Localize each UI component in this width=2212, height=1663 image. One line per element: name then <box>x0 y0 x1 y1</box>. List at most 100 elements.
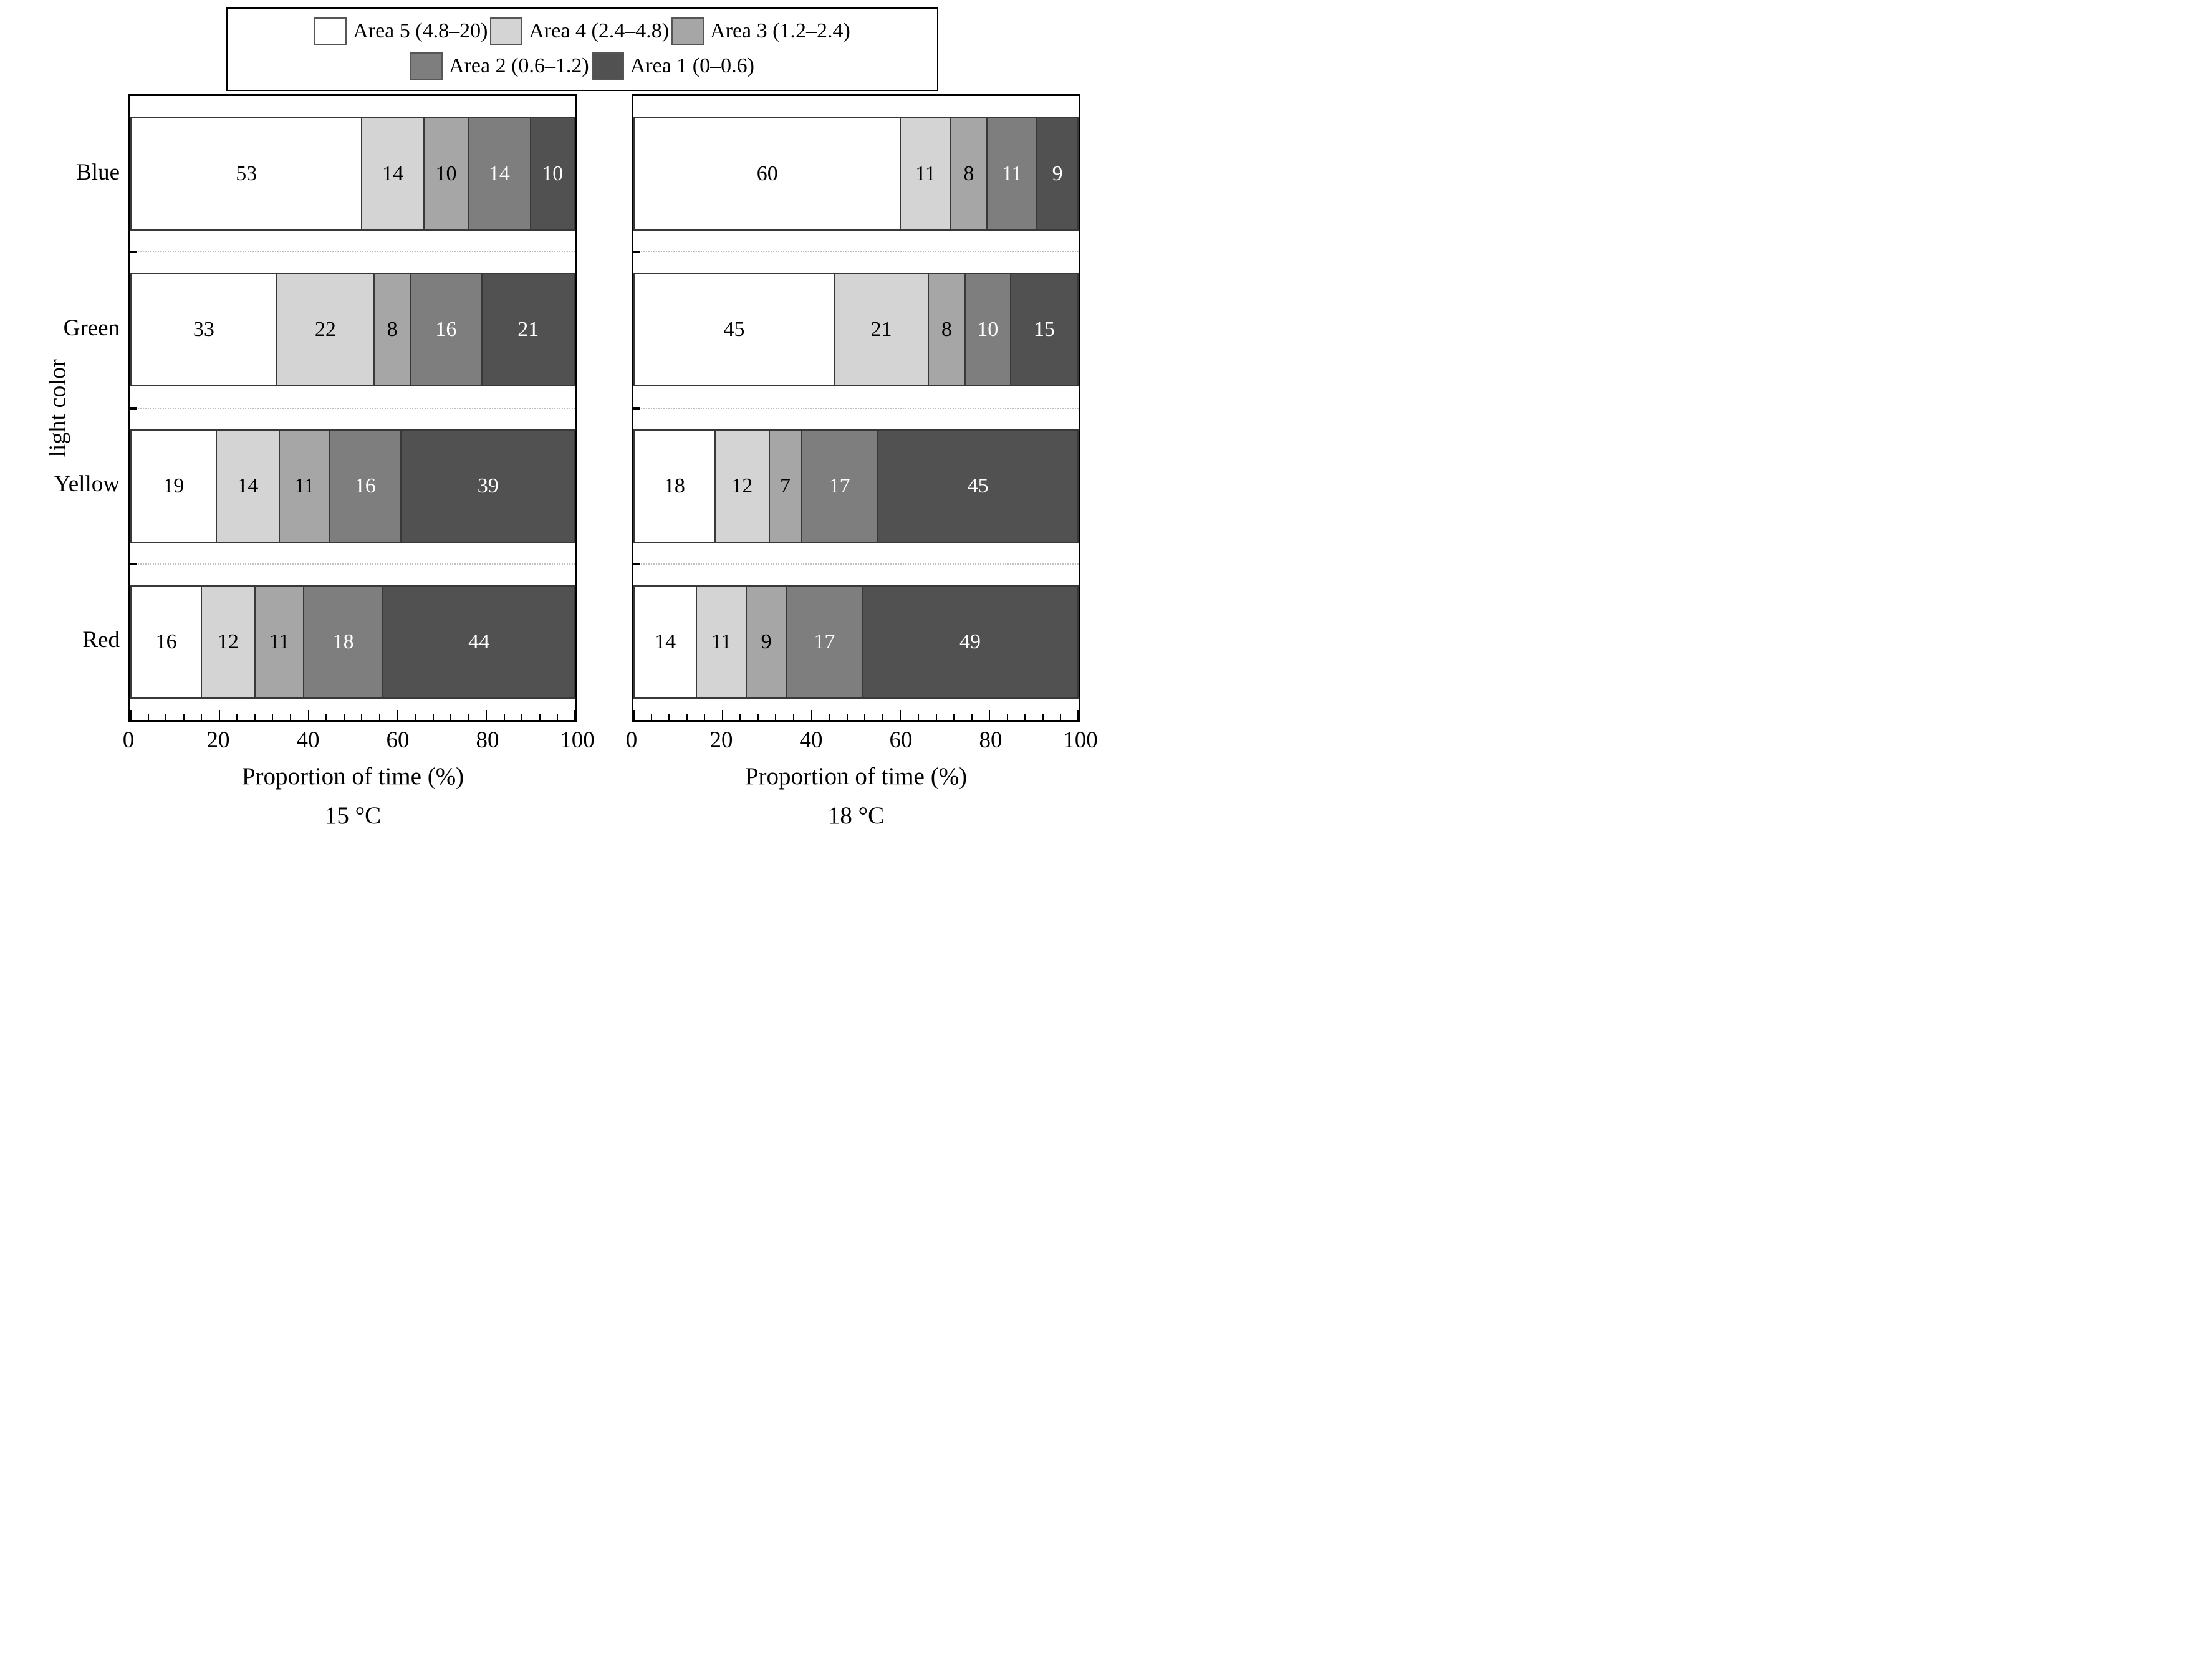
x-minor-tick <box>1006 714 1008 720</box>
x-tick-label: 80 <box>979 727 1003 753</box>
bar-segment: 18 <box>303 585 384 699</box>
bar-segment: 10 <box>529 117 575 231</box>
legend-label: Area 1 (0–0.6) <box>630 54 754 77</box>
x-major-tick <box>989 710 991 720</box>
plot-frame: 53 14 10 14 10 33 22 8 16 21 19 14 11 16 39 16 12 11 18 44 <box>128 94 577 722</box>
bar-segment: 53 <box>130 117 363 231</box>
bar-segment: 8 <box>950 117 988 231</box>
bar-segment: 11 <box>254 585 305 699</box>
legend-label: Area 2 (0.6–1.2) <box>449 54 589 77</box>
chart-panel-18c: 60 11 8 11 9 45 21 8 10 15 18 12 7 17 45 14 11 9 17 49 0 20 4… <box>626 94 1098 829</box>
x-axis-title: Proportion of time (%) <box>744 763 968 790</box>
x-minor-tick <box>521 714 523 720</box>
x-minor-tick <box>739 714 741 720</box>
bar-segment: 12 <box>714 429 770 543</box>
legend-label: Area 4 (2.4–4.8) <box>529 19 670 42</box>
x-minor-tick <box>272 714 274 720</box>
bar-segment: 44 <box>382 585 575 699</box>
x-tick-label: 80 <box>476 727 499 753</box>
y-minor-tick <box>633 562 640 565</box>
x-minor-tick <box>468 714 469 720</box>
bar-segment: 8 <box>373 273 411 387</box>
x-minor-tick <box>1060 714 1062 720</box>
bar-row-yellow: 19 14 11 16 39 <box>130 429 575 543</box>
bar-segment: 11 <box>696 585 747 699</box>
bar-segment: 11 <box>986 117 1038 231</box>
x-minor-tick <box>290 714 292 720</box>
legend-swatch-icon <box>671 17 704 45</box>
bar-segment: 10 <box>964 273 1011 387</box>
x-minor-tick <box>378 714 380 720</box>
legend-row: Area 2 (0.6–1.2) Area 1 (0–0.6) <box>228 49 937 84</box>
plot-frame: 60 11 8 11 9 45 21 8 10 15 18 12 7 17 45 14 11 9 17 49 <box>632 94 1080 722</box>
bar-segment: 33 <box>130 273 277 387</box>
bar-row-red: 16 12 11 18 44 <box>130 585 575 699</box>
bar-segment: 9 <box>745 585 787 699</box>
x-minor-tick <box>668 714 670 720</box>
x-minor-tick <box>935 714 937 720</box>
bar-segment: 21 <box>834 273 929 387</box>
bar-segment: 11 <box>900 117 951 231</box>
bar-segment: 39 <box>400 429 575 543</box>
bar-segment: 14 <box>215 429 280 543</box>
row-separator <box>130 407 575 409</box>
x-tick-label: 40 <box>799 727 823 753</box>
legend-swatch-icon <box>591 52 624 80</box>
x-minor-tick <box>953 714 955 720</box>
bar-segment: 16 <box>130 585 203 699</box>
legend-item: Area 3 (1.2–2.4) <box>671 16 850 47</box>
category-label-red: Red <box>82 627 120 653</box>
x-minor-tick <box>829 714 830 720</box>
x-tick-label: 0 <box>625 727 638 753</box>
x-major-tick <box>130 710 132 720</box>
legend-row: Area 5 (4.8–20) Area 4 (2.4–4.8) Area 3 (1… <box>228 14 937 49</box>
x-tick-label: 20 <box>709 727 733 753</box>
x-tick-label: 100 <box>1063 727 1098 753</box>
x-minor-tick <box>343 714 345 720</box>
bar-row-green: 45 21 8 10 15 <box>633 273 1079 387</box>
x-minor-tick <box>201 714 203 720</box>
x-tick-label: 60 <box>386 727 410 753</box>
x-tick-label: 0 <box>122 727 135 753</box>
bar-segment: 45 <box>633 273 835 387</box>
bar-segment: 12 <box>201 585 256 699</box>
legend-label: Area 5 (4.8–20) <box>353 19 488 42</box>
x-major-tick <box>1077 710 1079 720</box>
legend-item: Area 4 (2.4–4.8) <box>490 16 669 47</box>
x-tick-label: 40 <box>296 727 320 753</box>
bar-segment: 11 <box>279 429 330 543</box>
bar-segment: 60 <box>633 117 902 231</box>
x-tick-label: 100 <box>560 727 595 753</box>
x-minor-tick <box>361 714 363 720</box>
x-tick-label: 60 <box>889 727 913 753</box>
legend-label: Area 3 (1.2–2.4) <box>710 19 850 42</box>
x-minor-tick <box>793 714 795 720</box>
legend-item: Area 1 (0–0.6) <box>591 50 754 82</box>
x-minor-tick <box>1042 714 1044 720</box>
x-tick-label: 20 <box>206 727 230 753</box>
category-labels: Blue Green Yellow Red <box>7 94 120 722</box>
panel-subtitle: 15 °C <box>324 802 382 829</box>
x-major-tick <box>397 710 398 720</box>
category-label-blue: Blue <box>76 159 120 185</box>
x-minor-tick <box>686 714 688 720</box>
x-major-tick <box>633 710 635 720</box>
category-labels <box>511 94 623 722</box>
x-minor-tick <box>414 714 416 720</box>
legend-swatch-icon <box>410 52 443 80</box>
bar-row-red: 14 11 9 17 49 <box>633 585 1079 699</box>
bar-segment: 21 <box>481 273 575 387</box>
x-major-tick <box>900 710 902 720</box>
x-minor-tick <box>432 714 434 720</box>
x-major-tick <box>721 710 723 720</box>
row-separator <box>130 251 575 253</box>
x-minor-tick <box>325 714 327 720</box>
x-major-tick <box>810 710 812 720</box>
x-minor-tick <box>971 714 973 720</box>
x-minor-tick <box>864 714 866 720</box>
bar-segment: 16 <box>410 273 483 387</box>
x-major-tick <box>574 710 575 720</box>
category-label-green: Green <box>63 315 120 341</box>
panel-subtitle: 18 °C <box>827 802 885 829</box>
row-separator <box>633 563 1079 565</box>
